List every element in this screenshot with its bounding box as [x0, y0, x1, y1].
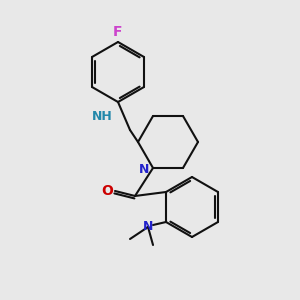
- Text: N: N: [143, 220, 153, 233]
- Text: N: N: [139, 164, 149, 176]
- Text: NH: NH: [92, 110, 113, 124]
- Text: F: F: [113, 25, 123, 39]
- Text: O: O: [101, 184, 113, 198]
